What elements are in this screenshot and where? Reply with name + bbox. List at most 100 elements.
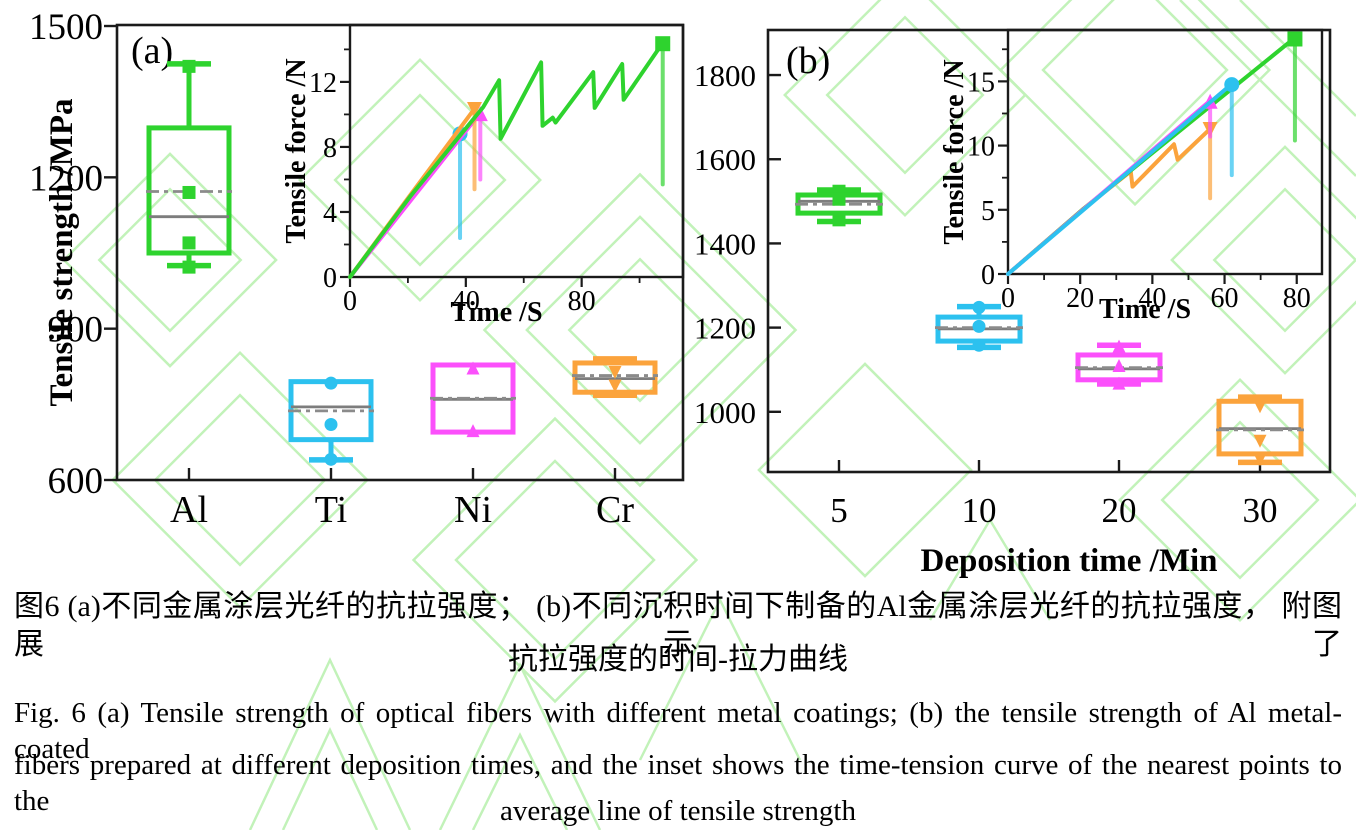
inset-x-tick-label: 80: [1283, 283, 1311, 314]
square-marker: [1287, 31, 1303, 47]
circle-marker: [324, 418, 338, 432]
caption-en-line3: average line of tensile strength: [500, 795, 856, 827]
triangle-down-marker: [1253, 400, 1267, 414]
inset-y-axis-label: Tensile force /N: [939, 59, 970, 244]
y-tick-label: 1500: [29, 7, 103, 48]
square-marker: [182, 236, 196, 250]
triangle-up-marker: [1112, 376, 1126, 390]
inset-x-tick-label: 0: [343, 286, 357, 317]
panel-tag: (b): [786, 40, 830, 82]
watermark-diamond: [525, 215, 755, 445]
y-tick-label: 1000: [694, 395, 756, 430]
x-tick-label: 30: [1243, 491, 1278, 530]
y-tick-label: 1400: [694, 226, 756, 261]
inset-y-tick-label: 12: [309, 68, 337, 99]
inset-x-axis-label: Time /S: [1099, 294, 1191, 325]
square-marker: [655, 36, 671, 52]
inset-y-tick-label: 0: [981, 260, 995, 291]
y-tick-label: 900: [48, 310, 104, 351]
inset-x-tick-label: 80: [568, 286, 596, 317]
square-marker: [832, 192, 846, 206]
inset-y-tick-label: 8: [323, 133, 337, 164]
watermark-chevron: [438, 662, 602, 830]
watermark-diamond: [97, 187, 243, 333]
triangle-down-marker: [467, 102, 483, 118]
watermark-diamond: [1170, 145, 1356, 375]
triangle-down-marker: [608, 379, 622, 393]
inset-y-tick-label: 0: [323, 263, 337, 294]
y-tick-label: 1200: [29, 158, 103, 199]
square-marker: [182, 260, 196, 274]
triangle-down-marker: [1253, 453, 1267, 467]
x-tick-label: Ti: [315, 489, 347, 531]
inset-y-tick-label: 5: [981, 196, 995, 227]
inset-a: 0 4 8 12 0 40 80 Tensile force /N Time /S: [281, 23, 685, 328]
inset-y-tick-label: 15: [967, 67, 995, 98]
watermark-diamond: [1212, 187, 1356, 333]
box-group-Al: [146, 59, 232, 274]
series-line-10min: [1006, 81, 1234, 276]
watermark-diamond: [411, 416, 699, 704]
inset-x-tick-label: 40: [452, 286, 480, 317]
panel-tag: (a): [131, 30, 173, 72]
y-axis-label: Tensile strength /MPa: [44, 98, 80, 406]
watermark-diamond: [454, 459, 656, 661]
triangle-up-marker: [1112, 339, 1126, 353]
x-tick-label: Al: [170, 489, 208, 531]
x-tick-label: 5: [830, 491, 848, 530]
circle-marker: [972, 319, 986, 333]
watermark-chevron: [928, 517, 1052, 621]
x-tick-label: Ni: [454, 489, 492, 531]
caption-en-line2: fibers prepared at different deposition …: [14, 749, 1342, 818]
watermark-diamond: [482, 172, 798, 488]
box-group-Ti: [288, 376, 374, 466]
watermark-chevron: [248, 657, 412, 830]
box-group-20: [1075, 339, 1163, 390]
inset-y-tick-label: 4: [323, 198, 337, 229]
caption-zh-line1: 图6 (a)不同金属涂层光纤的抗拉强度； (b)不同沉积时间下制备的Al金属涂层…: [14, 590, 1342, 661]
y-tick-label: 1600: [694, 142, 756, 177]
inset-x-axis-label: Time /S: [450, 297, 542, 328]
y-tick-label: 1200: [694, 311, 756, 346]
inset-x-tick-label: 0: [1001, 283, 1015, 314]
box-group-30: [1216, 394, 1304, 467]
series-line-Al: [348, 40, 665, 279]
inset-frame: [1006, 28, 1324, 276]
watermark-diamond: [783, 0, 1027, 217]
plot-frame: [766, 28, 1332, 474]
series-line-30min: [1006, 126, 1213, 276]
x-tick-label: 20: [1102, 491, 1137, 530]
watermark-diamond: [153, 393, 327, 567]
triangle-down-marker: [608, 366, 622, 380]
triangle-down-marker: [1253, 434, 1267, 448]
inset-b: 0 5 10 15 0 20 40 60 80 Tensile force /N Time /S: [939, 28, 1324, 325]
watermark-diamond: [757, 362, 973, 578]
circle-marker: [972, 300, 986, 314]
watermark-chevron: [471, 732, 569, 830]
watermark-diamond: [110, 350, 370, 610]
circle-marker: [1224, 77, 1240, 93]
triangle-up-marker: [466, 361, 480, 375]
inset-frame: [348, 23, 685, 279]
box-group-Cr: [572, 356, 658, 399]
box-group-Ni: [430, 361, 516, 438]
inset-x-tick-label: 20: [1066, 283, 1094, 314]
watermark-diamond: [1041, 0, 1229, 164]
watermark-chevron: [281, 727, 379, 830]
square-marker: [832, 213, 846, 227]
circle-marker: [324, 452, 338, 466]
box-group-10: [935, 300, 1023, 352]
inset-y-tick-label: 10: [967, 132, 995, 163]
square-marker: [182, 59, 196, 73]
watermark-diamond: [825, 15, 985, 175]
y-tick-label: 600: [48, 461, 104, 502]
x-tick-label: 10: [962, 491, 997, 530]
x-tick-label: Cr: [596, 489, 634, 531]
inset-x-tick-label: 40: [1138, 283, 1166, 314]
watermark-chevron: [638, 597, 802, 761]
square-marker: [182, 185, 196, 199]
